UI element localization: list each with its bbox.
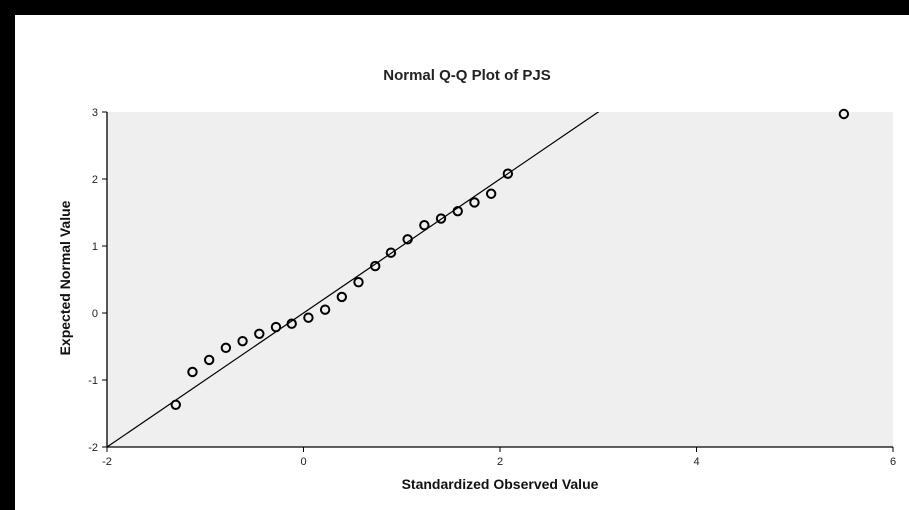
data-point xyxy=(452,205,463,217)
data-point xyxy=(469,197,480,208)
x-tick-label: 4 xyxy=(693,456,699,468)
x-axis-label: Standardized Observed Value xyxy=(402,476,599,492)
reference-line xyxy=(107,112,600,447)
data-point xyxy=(419,220,430,231)
data-point xyxy=(254,328,265,339)
x-tick-label: 6 xyxy=(890,456,896,468)
data-point xyxy=(203,354,215,366)
y-axis-label: Expected Normal Value xyxy=(57,200,73,355)
data-point xyxy=(319,304,331,315)
data-point xyxy=(187,366,198,378)
data-point xyxy=(270,321,282,333)
x-tick-label: 2 xyxy=(497,456,503,468)
data-point xyxy=(237,335,248,347)
data-point xyxy=(435,213,447,224)
data-point xyxy=(220,342,232,354)
plot-area xyxy=(107,112,893,447)
data-point xyxy=(502,168,514,179)
y-tick-label: -2 xyxy=(88,442,98,454)
data-point xyxy=(170,399,181,410)
chart-title: Normal Q-Q Plot of PJS xyxy=(383,67,551,84)
y-tick-label: 1 xyxy=(92,241,98,253)
data-point xyxy=(336,291,348,303)
y-tick-label: 3 xyxy=(92,107,98,119)
data-points xyxy=(170,108,850,410)
window-frame-left xyxy=(0,0,15,510)
data-point xyxy=(353,276,364,288)
data-point xyxy=(385,247,397,258)
data-point xyxy=(286,318,297,329)
data-point xyxy=(838,108,850,120)
y-tick-label: -1 xyxy=(88,375,98,387)
tick-labels: -2 0 2 4 6 -2 -1 0 1 2 3 xyxy=(88,107,896,468)
data-point xyxy=(485,188,497,199)
data-point xyxy=(402,234,413,245)
data-point xyxy=(370,260,381,272)
x-tick-label: 0 xyxy=(300,456,306,468)
window-frame-top xyxy=(0,0,909,15)
data-point xyxy=(303,312,314,323)
y-tick-label: 2 xyxy=(92,174,98,186)
axes xyxy=(102,111,894,452)
y-tick-label: 0 xyxy=(92,308,98,320)
x-tick-label: -2 xyxy=(102,456,112,468)
